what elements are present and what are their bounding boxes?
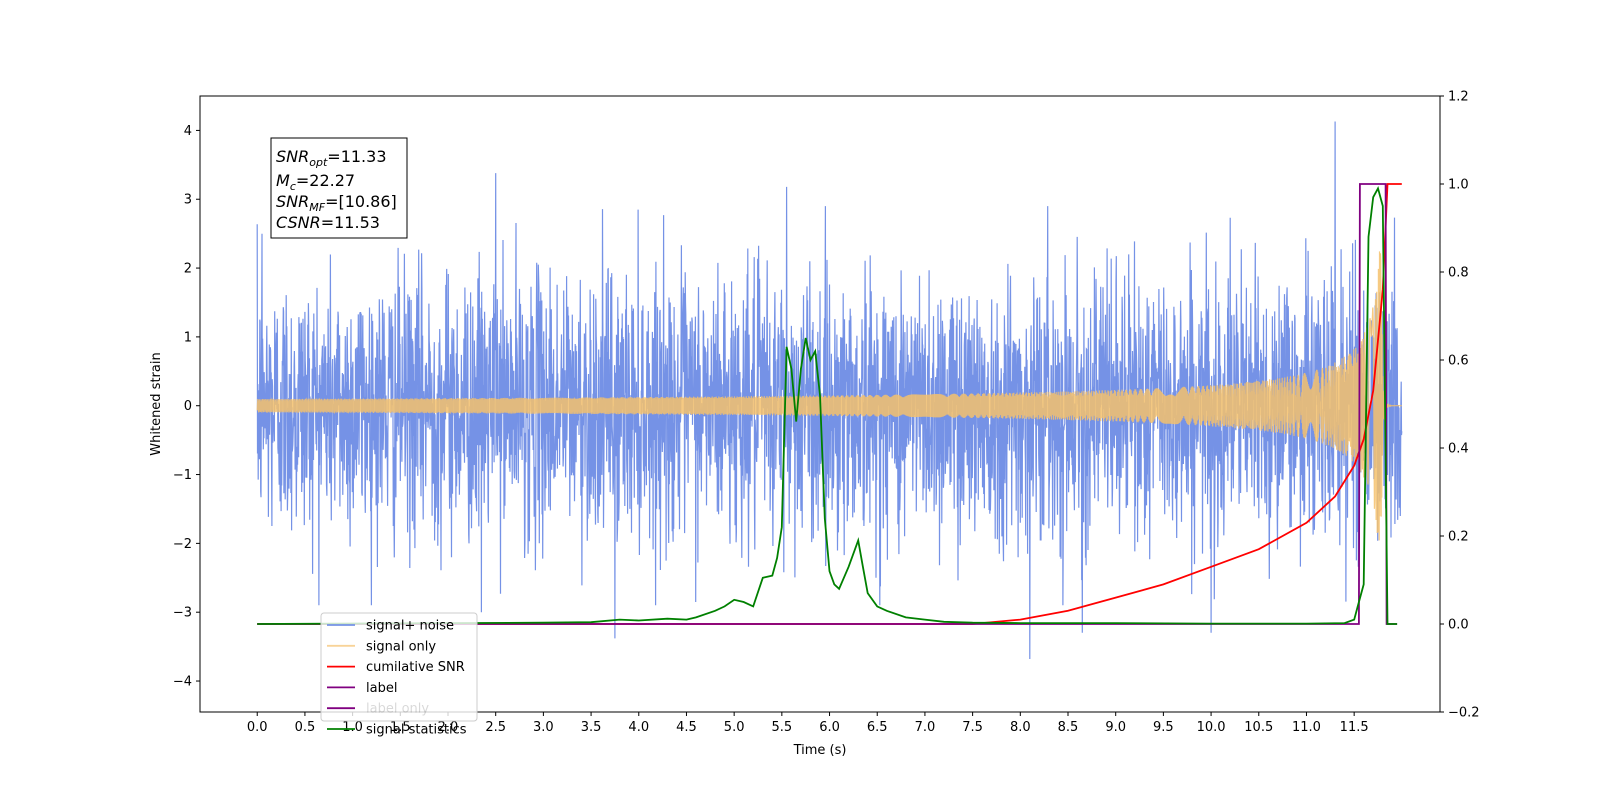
x-tick-label: 6.5 xyxy=(867,720,888,735)
legend-label: label xyxy=(366,681,397,696)
annotation-snr-opt: SNRopt=11.33 xyxy=(276,147,387,169)
legend-label: label only xyxy=(366,702,429,717)
y2-tick-label: 0.8 xyxy=(1448,266,1469,281)
legend-label: signal+ noise xyxy=(366,619,454,634)
x-tick-label: 9.0 xyxy=(1105,720,1126,735)
x-tick-label: 7.0 xyxy=(915,720,936,735)
y-tick-label: −3 xyxy=(173,606,192,621)
x-tick-label: 9.5 xyxy=(1153,720,1174,735)
y-tick-label: −4 xyxy=(173,675,192,690)
x-tick-label: 3.0 xyxy=(533,720,554,735)
x-tick-label: 6.0 xyxy=(819,720,840,735)
legend-label: signal statistics xyxy=(366,723,467,738)
legend-label: signal only xyxy=(366,639,436,654)
x-tick-label: 10.5 xyxy=(1244,720,1273,735)
x-tick-label: 8.0 xyxy=(1010,720,1031,735)
y2-tick-label: 1.2 xyxy=(1448,90,1469,105)
y2-tick-label: 0.6 xyxy=(1448,354,1469,369)
y-tick-label: 0 xyxy=(184,399,192,414)
x-tick-label: 1.5 xyxy=(390,720,411,735)
annotation-csnr: CSNR=11.53 xyxy=(276,213,380,232)
annotation-frame xyxy=(270,137,408,239)
y-axis-right: −0.2 0.0 0.2 0.4 0.6 0.8 1.0 1.2 xyxy=(1440,90,1480,721)
annotation-chirp-mass: Mc=22.27 xyxy=(276,171,355,193)
y-axis-left: −4 −3 −2 −1 0 1 2 3 4 xyxy=(173,124,200,690)
y2-tick-label: 0.0 xyxy=(1448,618,1469,633)
x-tick-label: 8.5 xyxy=(1058,720,1079,735)
y2-tick-label: 1.0 xyxy=(1448,178,1469,193)
x-axis: 0.0 0.5 1.0 1.5 2.0 2.5 3.0 3.5 4.0 4.5 5.0 5.5 6.0 6… xyxy=(247,712,1369,735)
x-tick-label: 5.0 xyxy=(724,720,745,735)
series-signal-only-line xyxy=(256,251,1402,541)
x-tick-label: 2.0 xyxy=(438,720,459,735)
series-signal-statistics-line xyxy=(257,186,1398,625)
x-tick-label: 1.0 xyxy=(342,720,363,735)
legend-label: cumilative SNR xyxy=(366,660,465,675)
x-tick-label: 11.5 xyxy=(1340,720,1369,735)
x-tick-label: 0.5 xyxy=(295,720,316,735)
annotation-box: SNRopt=11.33 Mc=22.27 SNRMF=[10.86] CSNR… xyxy=(270,137,408,239)
x-tick-label: 5.5 xyxy=(772,720,793,735)
annotation-snr-mf: SNRMF=[10.86] xyxy=(276,192,397,214)
x-tick-label: 2.5 xyxy=(485,720,506,735)
x-tick-label: 7.5 xyxy=(962,720,983,735)
y-tick-label: −2 xyxy=(173,537,192,552)
y2-tick-label: −0.2 xyxy=(1448,706,1480,721)
x-axis-label: Time (s) xyxy=(793,743,847,758)
series-cumulative-snr-line xyxy=(257,183,1402,625)
legend-frame xyxy=(320,612,478,722)
series-group xyxy=(256,121,1403,660)
x-tick-label: 4.0 xyxy=(628,720,649,735)
y-tick-label: 3 xyxy=(184,193,192,208)
y2-tick-label: 0.4 xyxy=(1448,442,1469,457)
x-tick-label: 0.0 xyxy=(247,720,268,735)
x-tick-label: 11.0 xyxy=(1292,720,1321,735)
legend: signal+ noise signal only cumilative SNR la… xyxy=(320,612,478,738)
y2-tick-label: 0.2 xyxy=(1448,530,1469,545)
axes-frame xyxy=(199,95,1441,713)
plot-area xyxy=(256,121,1403,660)
x-tick-label: 3.5 xyxy=(581,720,602,735)
y-tick-label: 4 xyxy=(184,124,192,139)
x-tick-label: 10.0 xyxy=(1197,720,1226,735)
y-tick-label: −1 xyxy=(173,468,192,483)
y-tick-label: 2 xyxy=(184,262,192,277)
y-tick-label: 1 xyxy=(184,330,192,345)
y-axis-label: Whitened strain xyxy=(149,352,164,455)
x-tick-label: 4.5 xyxy=(676,720,697,735)
series-signal-noise-line xyxy=(256,121,1403,660)
